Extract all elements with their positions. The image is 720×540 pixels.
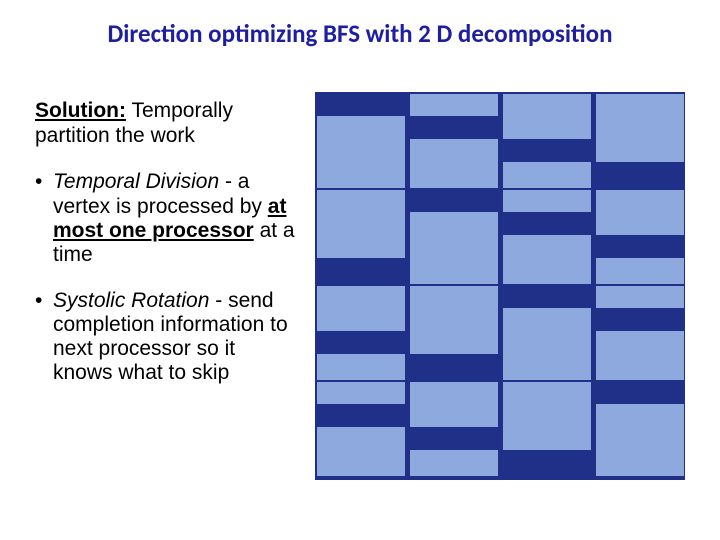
bullet-item: • Systolic Rotation - send completion in… [35,289,295,386]
cell-dark [317,331,405,354]
cell-dark [596,235,684,258]
cell-dark [410,116,498,140]
cell-dark [410,427,498,450]
cell-dark [317,94,405,116]
cell-dark [503,450,591,476]
solution-line: Solution: Temporally partition the work [35,98,295,148]
cell-dark [503,286,591,308]
cell-light [596,286,684,380]
bullet-term: Temporal Division [53,170,219,193]
cell-dark [410,354,498,380]
cell-dark [317,404,405,428]
slide-title: Direction optimizing BFS with 2 D decomp… [0,18,720,49]
bullet-text: Systolic Rotation - send completion info… [53,289,295,386]
cell-dark [317,258,405,284]
bullet-dot: • [35,289,53,386]
solution-label: Solution: [35,99,126,122]
text-column: Solution: Temporally partition the work … [35,98,295,408]
bullet-dot: • [35,170,53,267]
cell-dark [596,382,684,404]
partition-diagram [315,92,685,480]
bullet-term: Systolic Rotation [53,289,209,312]
bullet-text: Temporal Division - a vertex is processe… [53,170,295,267]
cell-dark [503,139,591,162]
cell-dark [596,162,684,188]
cell-light [410,94,498,188]
bullet-item: • Temporal Division - a vertex is proces… [35,170,295,267]
cell-light [503,190,591,284]
cell-light [317,382,405,476]
cell-dark [503,212,591,236]
cell-dark [410,190,498,212]
cell-dark [596,308,684,332]
